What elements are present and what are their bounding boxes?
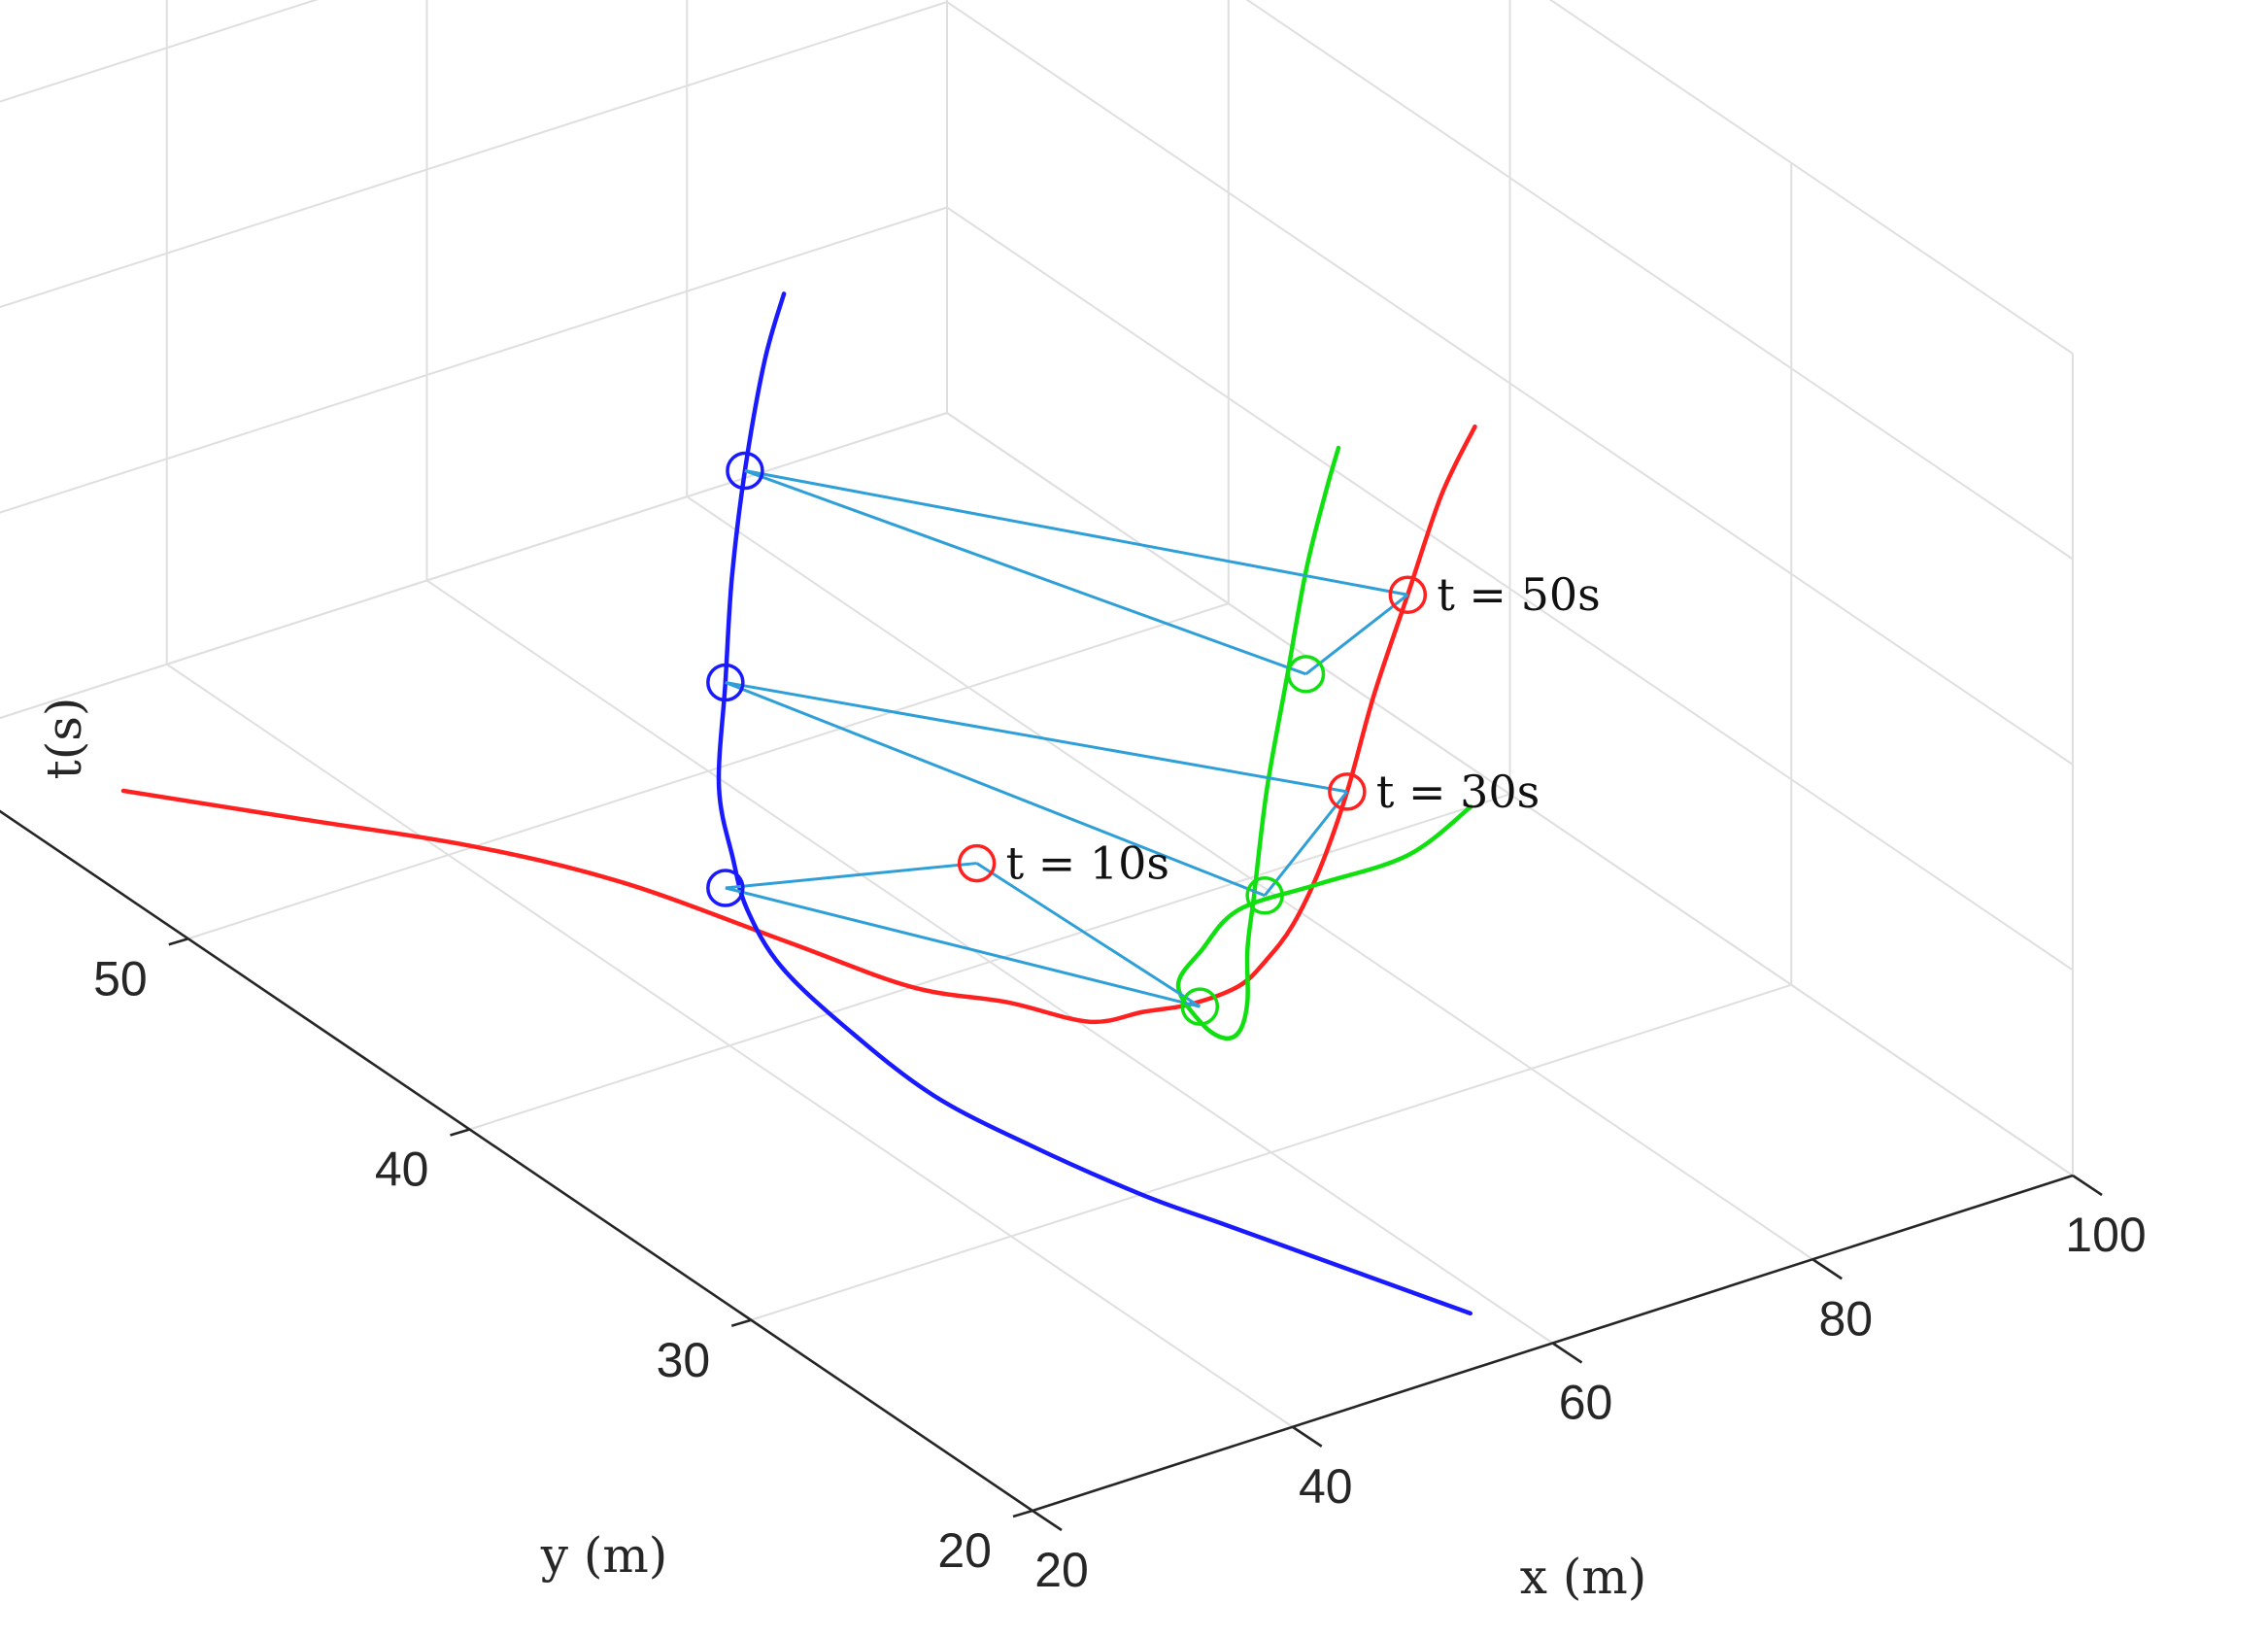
grid-line-side-t [1245,0,2074,561]
x-tick [2072,1174,2103,1197]
x-tick [1292,1425,1323,1448]
link-line [1304,594,1409,675]
grid-line-back-t [0,0,319,103]
position-marker [1245,875,1284,915]
link-line [744,469,1408,597]
x-tick [1811,1258,1843,1280]
annotation-label: t = 10s [1006,837,1169,890]
grid [0,0,2074,1512]
position-marker [726,451,764,491]
grid-line-floor-x [0,809,1033,1512]
series-3-line [1175,445,1473,1041]
grid-line-floor-y [0,412,948,720]
x-tick [1551,1342,1583,1364]
y-tick [168,938,189,946]
y-tick [1012,1509,1033,1518]
link-line [725,862,977,890]
grid-line-side-t [946,1,2074,766]
grid-line-floor-y [187,602,1230,940]
position-marker [706,869,745,907]
y-tick [450,1128,470,1137]
position-marker [1286,655,1326,694]
link-line [975,862,1202,1008]
position-marker [1328,772,1367,811]
x-tick [1032,1509,1063,1532]
x-axis-label: x (m) [1520,1549,1647,1605]
annotation-label: t = 30s [1376,766,1540,818]
y-tick-label: 40 [375,1142,429,1197]
grid-line-floor-y [750,983,1792,1321]
grid-line-back-t [0,1,948,309]
link-group [706,451,1428,1026]
link-line [725,886,1201,1008]
annotation-label: t = 50s [1437,568,1600,621]
position-marker [1388,575,1428,614]
series-group [120,291,1477,1316]
grid-line-side-t [1548,0,2074,355]
x-tick-label: 60 [1559,1376,1613,1430]
series-2-line [716,291,1473,1316]
link-line [1263,790,1349,897]
position-marker [706,663,745,702]
axes [0,809,2103,1532]
x-tick-label: 100 [2065,1208,2146,1262]
y-tick-label: 20 [937,1523,992,1578]
y-tick [730,1318,752,1327]
link-line [744,469,1307,676]
link-line [725,681,1348,794]
y-tick-label: 30 [657,1333,711,1387]
t-axis-label: t(s) [36,698,92,780]
link-line [725,681,1266,898]
grid-line-side-t [946,206,2074,972]
position-marker [1180,987,1220,1026]
x-tick-label: 20 [1034,1543,1089,1597]
grid-line-back-t [0,206,948,514]
x-tick-label: 40 [1299,1459,1353,1514]
series-1-line [120,424,1477,1025]
grid-line-floor-y [469,793,1510,1131]
y-tick-label: 50 [93,951,148,1006]
y-axis-label: y (m) [540,1527,668,1584]
y-axis-line [0,809,1033,1513]
position-marker [957,843,997,883]
x-tick-label: 80 [1818,1291,1873,1346]
